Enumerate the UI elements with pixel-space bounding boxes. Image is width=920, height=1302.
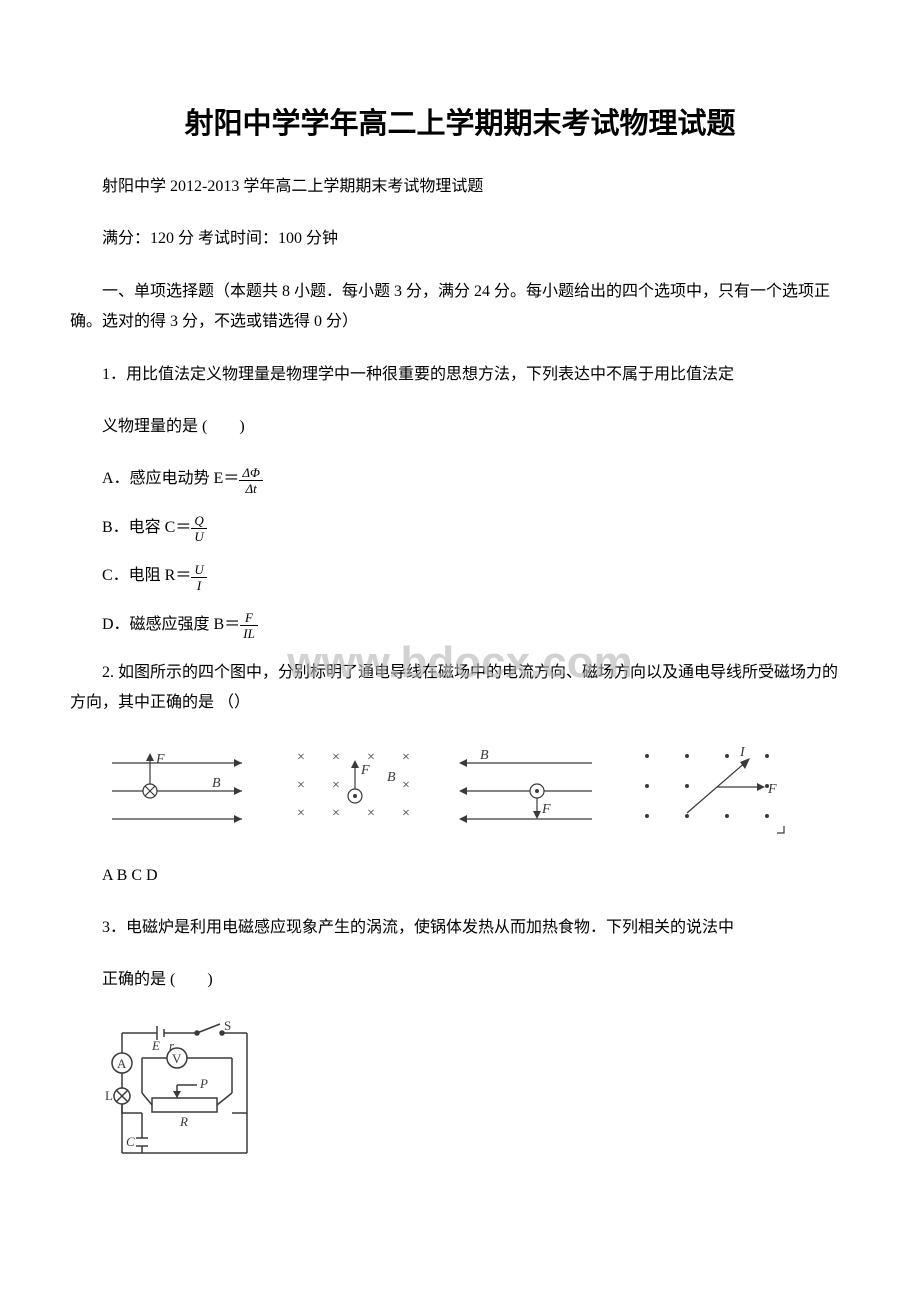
svg-text:×: ×	[402, 778, 410, 793]
svg-text:F: F	[767, 782, 777, 797]
fraction-denominator: I	[191, 578, 206, 592]
svg-text:×: ×	[297, 806, 305, 821]
q2-diagrams: F B × × × × × × × × × × ×	[102, 741, 850, 846]
svg-text:F: F	[155, 752, 165, 767]
q3-stem-2: 正确的是 ( )	[102, 965, 850, 995]
q1-option-b: B．电容 C＝ Q U	[102, 513, 850, 543]
q1-stem-2: 义物理量的是 ( )	[102, 412, 850, 442]
svg-text:A: A	[117, 1056, 127, 1071]
q3-circuit-diagram: E r S A V L	[102, 1018, 850, 1168]
svg-text:C: C	[126, 1134, 135, 1149]
svg-text:×: ×	[332, 778, 340, 793]
svg-text:×: ×	[297, 778, 305, 793]
q1-option-a-fraction: ΔΦ Δt	[239, 466, 263, 495]
q1-option-a: A．感应电动势 E＝ ΔΦ Δt	[102, 464, 850, 494]
q1-option-c-fraction: U I	[191, 563, 206, 592]
fraction-numerator: U	[191, 563, 206, 578]
svg-text:R: R	[179, 1114, 188, 1129]
svg-text:B: B	[212, 776, 221, 791]
q1-option-d: D．磁感应强度 B＝ F IL	[102, 610, 850, 640]
fraction-denominator: Δt	[239, 481, 263, 495]
fraction-denominator: U	[191, 529, 206, 543]
q1-option-c: C．电阻 R＝ U I	[102, 561, 850, 591]
q2-stem: 2. 如图所示的四个图中，分别标明了通电导线在磁场中的电流方向、磁场方向以及通电…	[70, 658, 850, 719]
fraction-numerator: ΔΦ	[239, 466, 263, 481]
q1-stem-1: 1．用比值法定义物理量是物理学中一种很重要的思想方法，下列表达中不属于用比值法定	[70, 360, 850, 390]
svg-text:×: ×	[297, 750, 305, 765]
fraction-denominator: IL	[240, 626, 258, 640]
q1-option-c-label: C．电阻 R＝	[102, 561, 191, 591]
q2-diagram-svg: F B × × × × × × × × × × ×	[102, 741, 802, 846]
svg-text:F: F	[541, 802, 551, 817]
subtitle: 射阳中学 2012-2013 学年高二上学期期末考试物理试题	[70, 172, 850, 202]
q3-stem-1: 3．电磁炉是利用电磁感应现象产生的涡流，使锅体发热从而加热食物．下列相关的说法中	[70, 913, 850, 943]
svg-text:S: S	[224, 1018, 231, 1033]
svg-text:P: P	[199, 1076, 208, 1091]
svg-text:×: ×	[332, 806, 340, 821]
svg-text:I: I	[739, 745, 746, 760]
svg-text:V: V	[172, 1051, 182, 1066]
q2-abcd: A B C D	[102, 861, 850, 891]
section-1-header: 一、单项选择题（本题共 8 小题．每小题 3 分，满分 24 分。每小题给出的四…	[70, 277, 850, 338]
q1-option-b-label: B．电容 C＝	[102, 513, 191, 543]
page-title: 射阳中学学年高二上学期期末考试物理试题	[70, 100, 850, 142]
svg-text:×: ×	[332, 750, 340, 765]
fraction-numerator: Q	[191, 514, 206, 529]
svg-text:F: F	[360, 763, 370, 778]
exam-info: 满分：120 分 考试时间：100 分钟	[70, 224, 850, 254]
q1-option-a-label: A．感应电动势 E＝	[102, 464, 239, 494]
svg-text:×: ×	[402, 750, 410, 765]
q1-option-d-fraction: F IL	[240, 611, 258, 640]
svg-text:B: B	[387, 770, 396, 785]
q1-option-b-fraction: Q U	[191, 514, 206, 543]
svg-text:×: ×	[367, 806, 375, 821]
fraction-numerator: F	[240, 611, 258, 626]
svg-text:E: E	[151, 1038, 160, 1053]
q3-circuit-svg: E r S A V L	[102, 1018, 282, 1168]
svg-text:×: ×	[402, 806, 410, 821]
q1-option-d-label: D．磁感应强度 B＝	[102, 610, 240, 640]
svg-text:L: L	[105, 1088, 113, 1103]
svg-text:B: B	[480, 748, 489, 763]
